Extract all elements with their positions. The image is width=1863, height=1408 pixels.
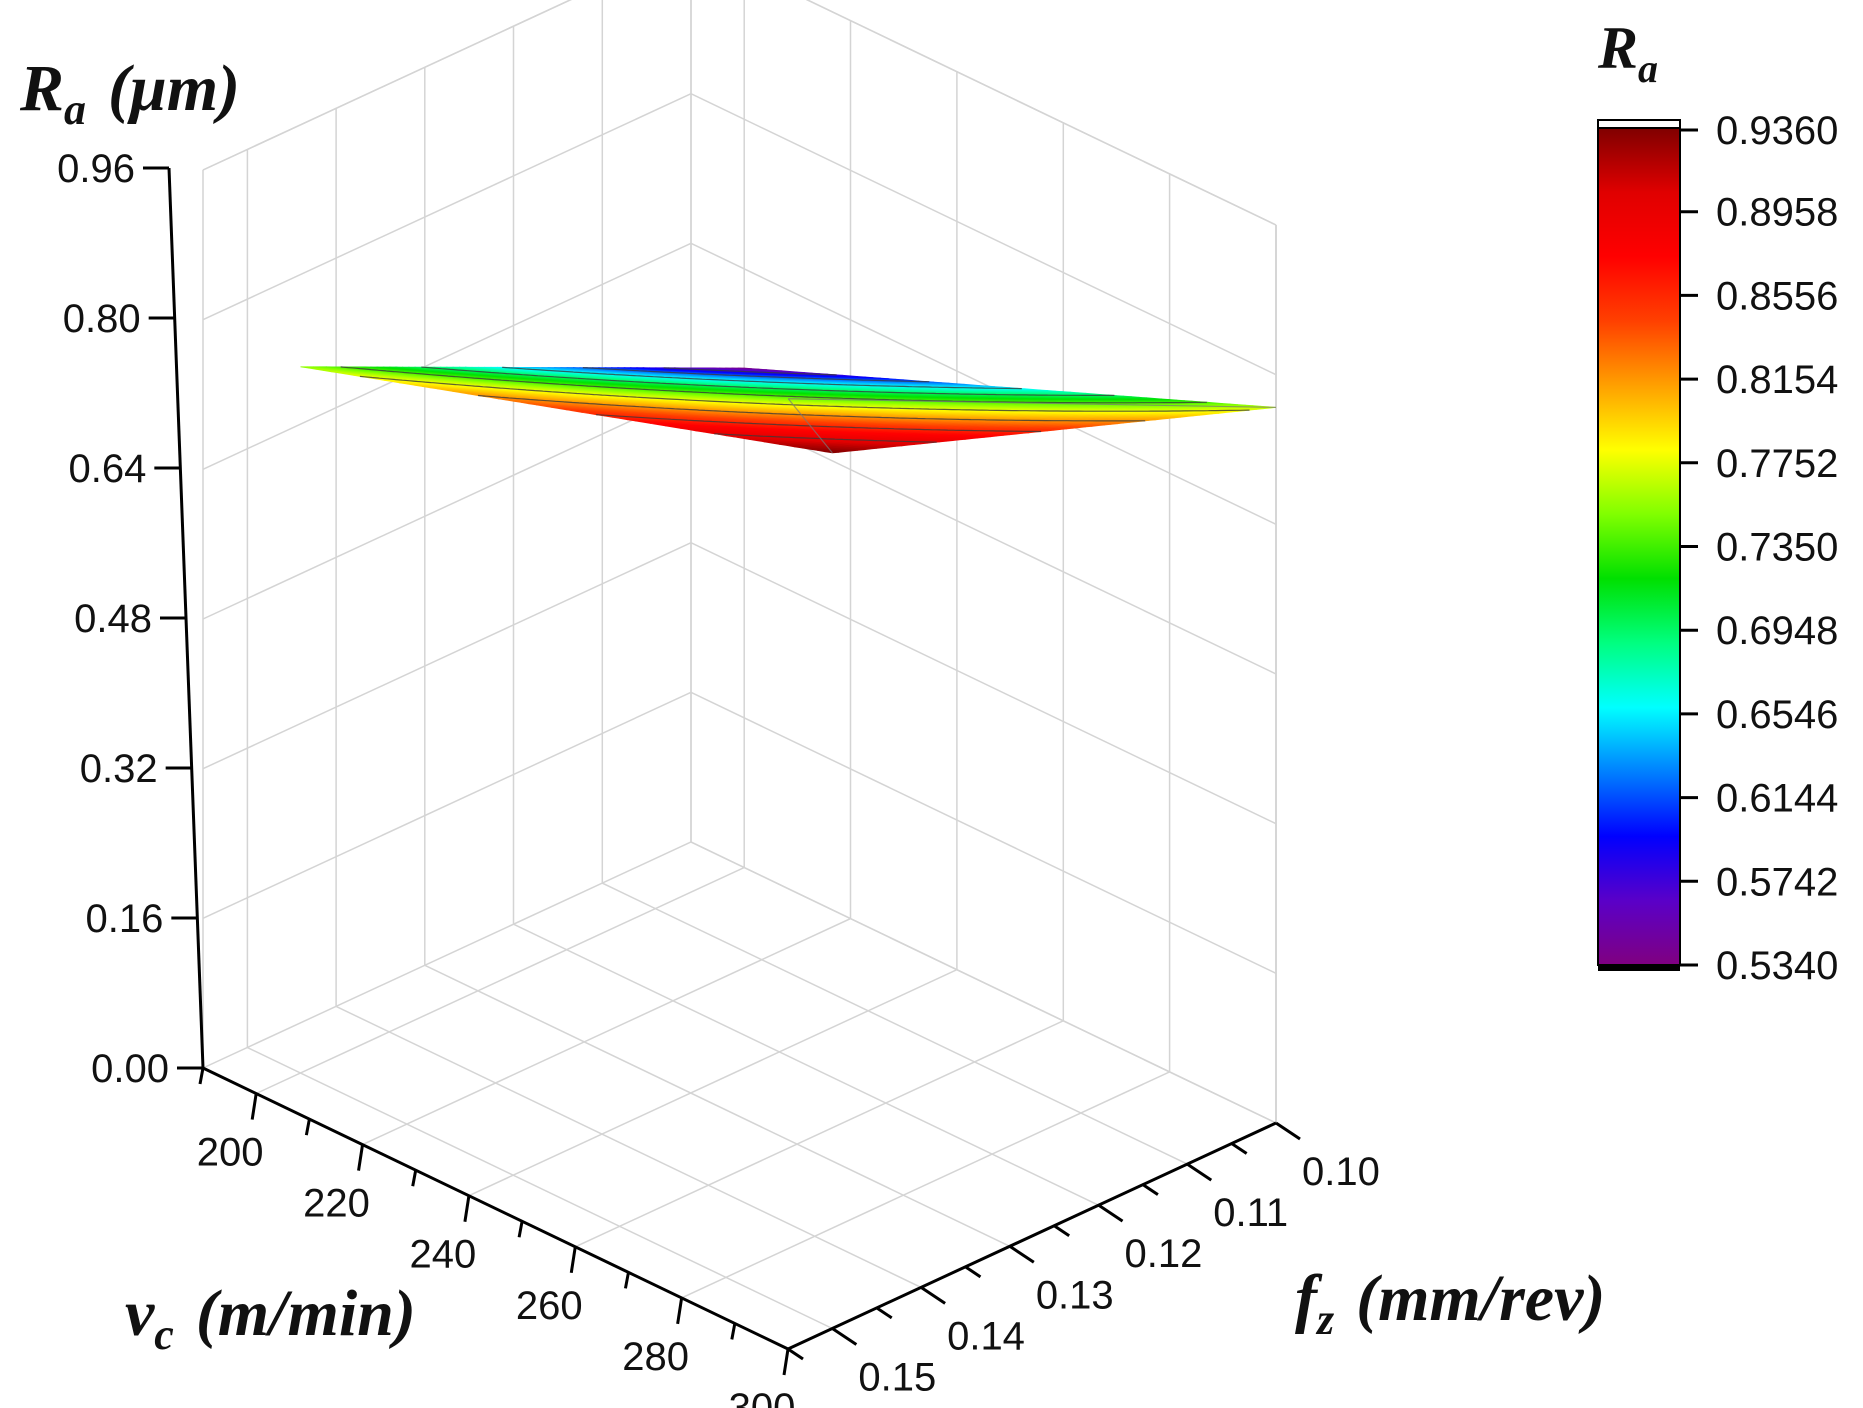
z-axis-title-unit: (μm) bbox=[108, 52, 240, 125]
grid-fz-line bbox=[202, 170, 789, 1350]
y-tick-label: 0.15 bbox=[858, 1355, 936, 1399]
y-tick-mark bbox=[787, 1347, 804, 1361]
x-axis-title-unit: (m/min) bbox=[196, 1277, 416, 1350]
x-tick-label: 220 bbox=[303, 1182, 370, 1226]
z-tick-label: 0.48 bbox=[74, 597, 152, 641]
y-tick-mark bbox=[1097, 1203, 1124, 1223]
grid-fz-line bbox=[335, 108, 922, 1289]
grid-vc-line bbox=[574, 122, 1065, 1248]
x-tick-mark bbox=[411, 1169, 418, 1187]
y-tick-mark bbox=[1142, 1183, 1159, 1196]
x-tick-mark bbox=[304, 1118, 311, 1136]
grid-z-line bbox=[202, 541, 1277, 825]
grid-fz-line bbox=[246, 149, 833, 1330]
y-tick-label: 0.14 bbox=[947, 1314, 1025, 1358]
x-tick-label: 280 bbox=[622, 1335, 689, 1379]
y-tick-label: 0.13 bbox=[1036, 1273, 1114, 1317]
z-axis-title-sub: a bbox=[64, 85, 86, 134]
y-tick-mark bbox=[920, 1286, 946, 1305]
z-tick-label: 0.16 bbox=[85, 897, 163, 941]
z-axis-title-main: R bbox=[19, 52, 64, 125]
grid-fz-line bbox=[512, 26, 1099, 1206]
x-tick-mark bbox=[623, 1272, 630, 1289]
y-tick-label: 0.11 bbox=[1213, 1191, 1288, 1235]
x-tick-mark bbox=[782, 1348, 790, 1376]
x-tick-label: 240 bbox=[410, 1233, 477, 1277]
z-tick-label: 0.96 bbox=[57, 147, 135, 191]
z-tick-label: 0.00 bbox=[91, 1047, 169, 1091]
z-axis-title: Ra (μm) bbox=[19, 52, 240, 134]
y-tick-label: 0.12 bbox=[1125, 1232, 1203, 1276]
y-axis-line bbox=[787, 1121, 1277, 1351]
y-tick-mark bbox=[1275, 1121, 1301, 1141]
y-tick-mark bbox=[831, 1327, 858, 1346]
x-tick-label: 260 bbox=[516, 1284, 583, 1328]
x-tick-mark bbox=[676, 1297, 684, 1325]
grid-vc-line bbox=[681, 173, 1171, 1299]
grid-z-line bbox=[202, 841, 1277, 1124]
grid-z-line bbox=[202, 0, 1277, 226]
x-axis-title-sub: c bbox=[154, 1310, 174, 1359]
y-tick-mark bbox=[1008, 1245, 1035, 1264]
y-tick-label: 0.10 bbox=[1302, 1150, 1380, 1194]
y-tick-mark bbox=[1230, 1142, 1248, 1155]
x-tick-mark bbox=[569, 1246, 577, 1274]
x-tick-label: 300 bbox=[729, 1386, 796, 1408]
grid-z-line bbox=[202, 691, 1277, 974]
y-tick-mark bbox=[875, 1306, 893, 1320]
x-tick-label: 200 bbox=[197, 1131, 264, 1175]
grid-fz-line bbox=[601, 0, 1188, 1165]
grid-vc-line bbox=[255, 0, 745, 1095]
grid-z-line bbox=[202, 92, 1277, 376]
y-tick-mark bbox=[1186, 1162, 1213, 1182]
surface bbox=[300, 366, 1277, 454]
x-axis-title: vc (m/min) bbox=[125, 1277, 416, 1359]
grid-fz-line bbox=[690, 0, 1277, 1124]
x-tick-mark bbox=[517, 1220, 524, 1238]
y-tick-mark bbox=[1053, 1224, 1071, 1237]
x-tick-mark bbox=[250, 1093, 258, 1120]
grid-fz-line bbox=[424, 67, 1011, 1247]
grid-vc-line bbox=[468, 71, 958, 1197]
x-tick-mark bbox=[198, 1067, 205, 1085]
x-tick-mark bbox=[463, 1195, 471, 1222]
x-tick-mark bbox=[730, 1323, 737, 1340]
z-tick-label: 0.64 bbox=[68, 447, 146, 491]
x-tick-mark bbox=[357, 1144, 365, 1171]
grid-lines bbox=[202, 0, 1277, 1350]
z-tick-label: 0.80 bbox=[63, 297, 141, 341]
z-tick-label: 0.32 bbox=[80, 747, 158, 791]
x-axis-title-main: v bbox=[125, 1277, 155, 1350]
grid-top-rim bbox=[202, 0, 1277, 226]
y-tick-mark bbox=[964, 1265, 982, 1279]
